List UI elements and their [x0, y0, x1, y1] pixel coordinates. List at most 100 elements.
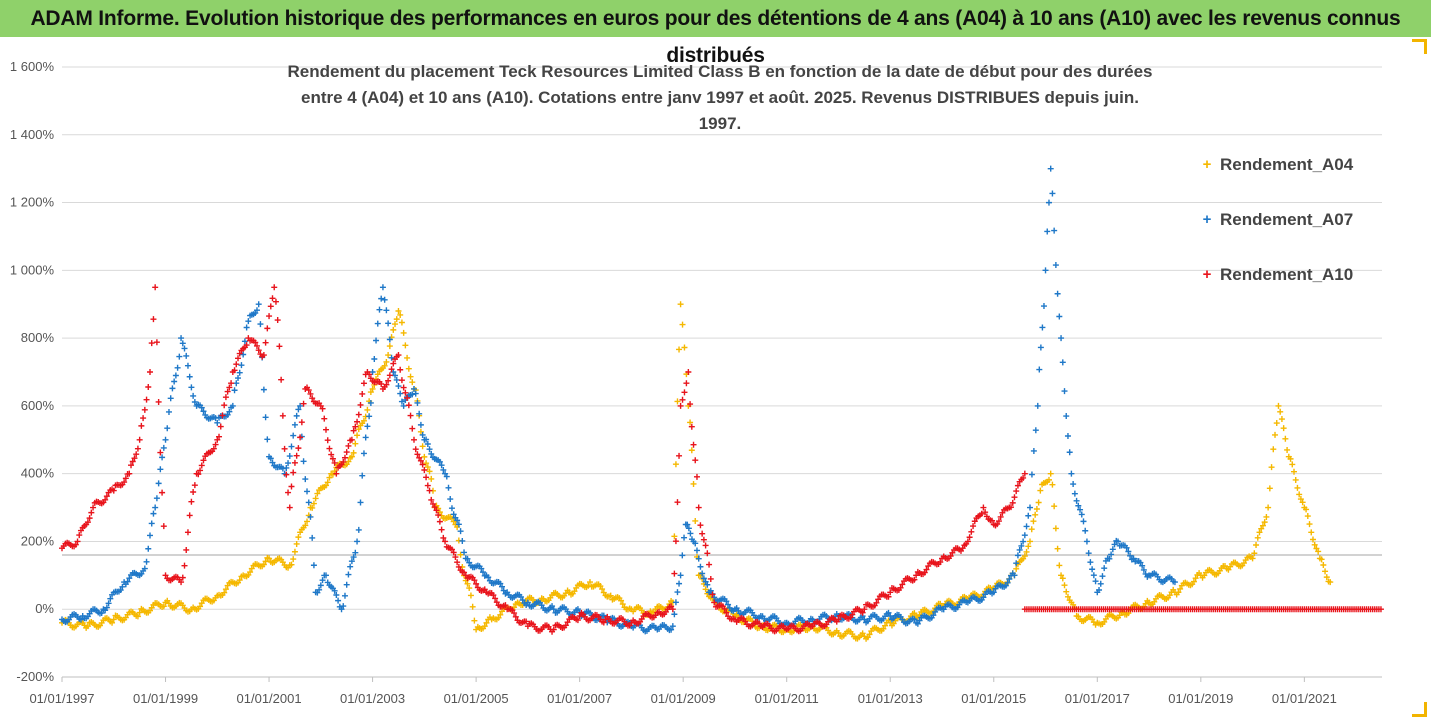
point-rendement-a10: [323, 426, 329, 433]
point-rendement-a10: [574, 617, 581, 624]
point-rendement-a04: [677, 301, 684, 308]
point-rendement-a07: [148, 520, 155, 527]
point-rendement-a07: [669, 623, 676, 630]
point-rendement-a07: [257, 321, 264, 328]
point-rendement-a07: [447, 496, 454, 503]
scatter-chart: -200% 0% 200% 400% 600% 800% 1 000% 1 200% 1 400…: [10, 59, 1384, 706]
point-rendement-a07: [164, 425, 171, 432]
y-tick-label: 0%: [35, 601, 54, 616]
point-rendement-a10: [400, 384, 407, 391]
point-rendement-a07: [255, 301, 262, 308]
point-rendement-a04: [1032, 511, 1039, 518]
point-rendement-a10: [155, 398, 162, 405]
point-rendement-a07: [930, 612, 937, 619]
point-rendement-a04: [304, 518, 311, 525]
point-rendement-a10: [397, 366, 404, 373]
point-rendement-a04: [1273, 420, 1280, 427]
point-rendement-a07: [704, 581, 711, 588]
point-rendement-a07: [679, 552, 686, 559]
point-rendement-a10: [283, 471, 290, 478]
point-rendement-a10: [264, 325, 271, 332]
point-rendement-a10: [190, 489, 197, 496]
point-rendement-a07: [1054, 290, 1061, 297]
x-tick-label: 01/01/2003: [340, 691, 405, 706]
x-tick-label: 01/01/2009: [651, 691, 716, 706]
point-rendement-a04: [404, 354, 411, 361]
point-rendement-a10: [442, 538, 449, 545]
point-rendement-a07: [317, 582, 324, 589]
point-rendement-a07: [674, 589, 681, 596]
point-rendement-a07: [150, 510, 157, 517]
point-rendement-a10: [88, 509, 95, 516]
point-rendement-a07: [1036, 366, 1043, 373]
point-rendement-a10: [409, 425, 416, 432]
point-rendement-a04: [497, 611, 504, 618]
point-rendement-a10: [576, 613, 583, 619]
point-rendement-a04: [571, 588, 578, 595]
point-rendement-a10: [899, 581, 906, 588]
point-rendement-a07: [693, 547, 700, 554]
point-rendement-a10: [216, 433, 223, 440]
legend-item-a07: + Rendement_A07: [1200, 192, 1400, 247]
point-rendement-a07: [448, 505, 455, 512]
point-rendement-a07: [416, 410, 423, 417]
point-rendement-a07: [1034, 402, 1041, 409]
point-rendement-a07: [1108, 551, 1115, 558]
point-rendement-a10: [897, 584, 904, 591]
point-rendement-a10: [140, 415, 147, 422]
point-rendement-a04: [421, 453, 428, 460]
point-rendement-a10: [383, 381, 390, 388]
point-rendement-a10: [562, 622, 569, 629]
point-rendement-a04: [885, 617, 892, 624]
point-rendement-a04: [679, 321, 686, 328]
point-rendement-a07: [519, 597, 526, 604]
point-rendement-a07: [1096, 586, 1103, 593]
point-rendement-a10: [121, 479, 128, 486]
point-rendement-a10: [1014, 482, 1021, 489]
point-rendement-a07: [1170, 578, 1177, 585]
point-rendement-a10: [103, 493, 110, 500]
point-rendement-a04: [1320, 562, 1327, 569]
point-rendement-a04: [262, 558, 269, 565]
point-rendement-a10: [388, 366, 395, 373]
point-rendement-a04: [1144, 597, 1151, 604]
point-rendement-a04: [1263, 513, 1270, 520]
point-rendement-a10: [966, 534, 973, 541]
point-rendement-a04: [1177, 585, 1184, 592]
point-rendement-a10: [84, 519, 91, 526]
point-rendement-a10: [152, 284, 159, 291]
point-rendement-a07: [833, 611, 840, 618]
point-rendement-a04: [1151, 598, 1158, 605]
chart-title-line2: entre 4 (A04) et 10 ans (A10). Cotations…: [301, 88, 1139, 133]
point-rendement-a04: [374, 371, 381, 378]
point-rendement-a07: [1085, 550, 1092, 557]
point-rendement-a07: [400, 402, 407, 409]
point-rendement-a10: [997, 513, 1004, 520]
point-rendement-a10: [252, 339, 259, 346]
point-rendement-a07: [464, 555, 471, 562]
point-rendement-a07: [1083, 538, 1090, 545]
point-rendement-a04: [400, 329, 407, 336]
point-rendement-a10: [687, 401, 694, 408]
x-tick-label: 01/01/2007: [547, 691, 612, 706]
point-rendement-a07: [1127, 552, 1134, 559]
point-rendement-a04: [1021, 553, 1028, 560]
point-rendement-a07: [269, 459, 276, 466]
point-rendement-a07: [417, 421, 424, 428]
point-rendement-a07: [331, 587, 338, 594]
point-rendement-a10: [74, 538, 81, 545]
point-rendement-a07: [1092, 578, 1099, 585]
point-rendement-a10: [436, 518, 443, 525]
point-rendement-a07: [371, 355, 378, 362]
point-rendement-a04: [302, 522, 309, 529]
legend: + Rendement_A04 + Rendement_A07 + Rendem…: [1200, 137, 1400, 302]
legend-item-a04: + Rendement_A04: [1200, 137, 1400, 192]
point-rendement-a04: [1280, 425, 1287, 432]
point-rendement-a07: [362, 434, 369, 441]
point-rendement-a10: [352, 423, 359, 430]
point-rendement-a04: [1259, 522, 1266, 529]
point-rendement-a04: [428, 475, 435, 482]
point-rendement-a07: [290, 432, 297, 439]
point-rendement-a07: [302, 476, 309, 483]
point-rendement-a04: [564, 587, 571, 594]
